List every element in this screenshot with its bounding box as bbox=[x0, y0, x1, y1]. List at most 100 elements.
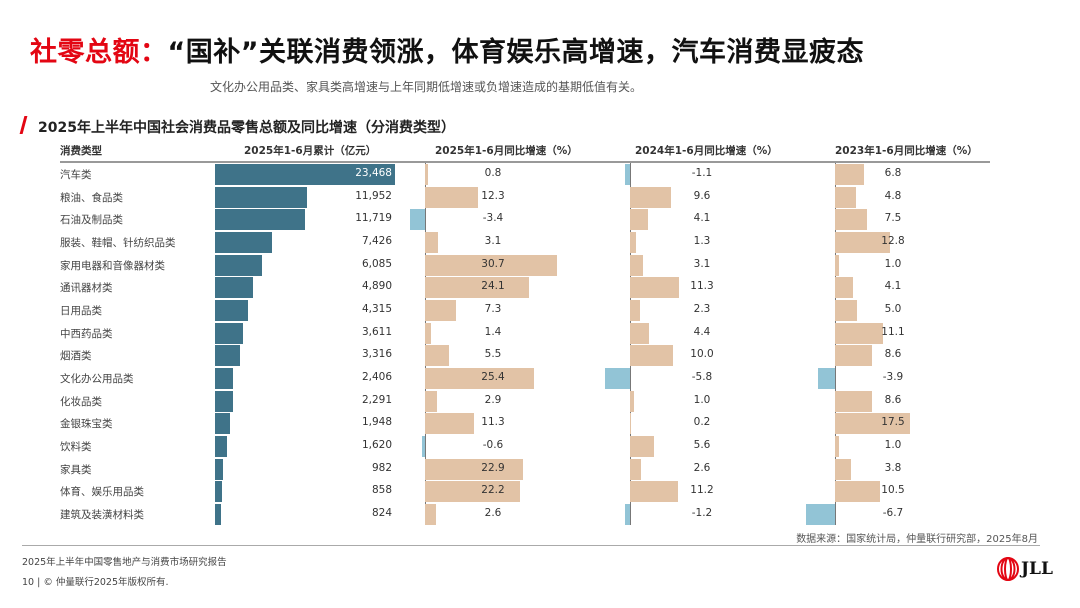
category-label: 中西药品类 bbox=[60, 327, 113, 340]
zero-axis-2 bbox=[630, 163, 631, 525]
header-category: 消费类型 bbox=[60, 145, 102, 157]
growth-value-2: 10.0 bbox=[690, 348, 714, 361]
growth-bar-1 bbox=[425, 368, 535, 390]
header-growth-2025: 2025年1-6月同比增速（%） bbox=[435, 145, 578, 157]
growth-bar-2 bbox=[630, 254, 644, 276]
growth-value-1: 7.3 bbox=[484, 303, 502, 316]
report-name: 2025年上半年中国零售地产与消费市场研究报告 bbox=[22, 557, 227, 568]
growth-bar-1 bbox=[422, 436, 425, 458]
growth-bar-2 bbox=[630, 458, 642, 480]
growth-bar-3 bbox=[835, 345, 872, 367]
growth-value-3: 10.5 bbox=[881, 484, 905, 497]
copyright: 10 | © 仲量联行2025年版权所有. bbox=[22, 577, 169, 588]
slide-subtitle: 文化办公用品类、家具类高增速与上年同期低增速或负增速造成的基期低值有关。 bbox=[210, 80, 643, 94]
total-value: 6,085 bbox=[361, 257, 392, 270]
category-label: 文化办公用品类 bbox=[60, 373, 134, 386]
growth-value-1: 0.8 bbox=[484, 167, 502, 179]
growth-bar-3 bbox=[835, 390, 872, 412]
jll-logo: JLL bbox=[997, 557, 1053, 581]
total-bar bbox=[215, 436, 228, 458]
growth-bar-2 bbox=[625, 164, 630, 185]
growth-value-1: 3.1 bbox=[484, 235, 502, 247]
growth-value-3: 7.5 bbox=[884, 212, 902, 225]
growth-value-2: 2.6 bbox=[693, 461, 711, 474]
growth-bar-3 bbox=[835, 300, 857, 322]
category-label: 饮料类 bbox=[60, 441, 92, 454]
growth-value-3: 4.8 bbox=[884, 189, 902, 202]
growth-value-2: 1.0 bbox=[693, 393, 711, 406]
growth-bar-3 bbox=[835, 413, 911, 435]
total-value: 1,620 bbox=[361, 439, 392, 452]
growth-value-2: 9.6 bbox=[693, 189, 711, 202]
growth-value-1: 11.3 bbox=[481, 416, 505, 429]
growth-bar-3 bbox=[835, 436, 840, 458]
growth-value-1: -3.4 bbox=[482, 212, 504, 225]
growth-value-3: 1.0 bbox=[884, 257, 902, 270]
growth-bar-3 bbox=[835, 232, 891, 253]
category-label: 体育、娱乐用品类 bbox=[60, 486, 144, 499]
growth-bar-2 bbox=[630, 209, 648, 231]
total-bar bbox=[215, 209, 305, 231]
category-label: 烟酒类 bbox=[60, 350, 92, 363]
growth-value-1: 5.5 bbox=[484, 348, 502, 361]
growth-value-1: 12.3 bbox=[481, 189, 505, 202]
category-label: 金银珠宝类 bbox=[60, 418, 113, 431]
growth-bar-2 bbox=[630, 390, 635, 412]
header-growth-2023: 2023年1-6月同比增速（%） bbox=[835, 145, 978, 157]
total-value: 824 bbox=[371, 507, 392, 520]
category-label: 石油及制品类 bbox=[60, 214, 123, 227]
growth-bar-1 bbox=[425, 322, 432, 344]
growth-value-2: -1.2 bbox=[691, 507, 713, 520]
growth-bar-1 bbox=[425, 345, 449, 367]
total-value: 11,719 bbox=[355, 212, 392, 225]
total-value: 2,406 bbox=[361, 371, 392, 384]
growth-value-1: 30.7 bbox=[481, 257, 505, 270]
total-value: 982 bbox=[371, 461, 392, 474]
total-value: 2,291 bbox=[361, 393, 392, 406]
growth-value-3: 11.1 bbox=[881, 325, 905, 338]
total-bar bbox=[215, 186, 307, 208]
growth-bar-1 bbox=[425, 277, 529, 299]
growth-bar-2 bbox=[630, 436, 655, 458]
title-accent: 社零总额： bbox=[30, 37, 168, 68]
growth-bar-2 bbox=[630, 300, 640, 322]
growth-value-3: 8.6 bbox=[884, 393, 902, 406]
growth-bar-1 bbox=[425, 413, 474, 435]
total-bar bbox=[215, 390, 233, 412]
growth-value-1: 24.1 bbox=[481, 280, 505, 293]
total-value: 11,952 bbox=[355, 189, 392, 202]
footer-divider bbox=[22, 545, 1040, 546]
growth-bar-1 bbox=[410, 209, 425, 231]
growth-bar-3 bbox=[835, 277, 853, 299]
growth-bar-1 bbox=[425, 232, 439, 253]
category-label: 家用电器和音像器材类 bbox=[60, 259, 165, 272]
total-value: 1,948 bbox=[361, 416, 392, 429]
total-value: 23,468 bbox=[355, 167, 392, 179]
growth-value-1: -0.6 bbox=[482, 439, 504, 452]
total-value: 7,426 bbox=[361, 235, 392, 247]
category-label: 粮油、食品类 bbox=[60, 191, 123, 204]
header-total: 2025年1-6月累计（亿元） bbox=[244, 145, 377, 157]
total-value: 3,611 bbox=[361, 325, 392, 338]
growth-value-2: 4.4 bbox=[693, 325, 711, 338]
total-bar bbox=[215, 254, 262, 276]
growth-value-3: 8.6 bbox=[884, 348, 902, 361]
growth-value-1: 22.9 bbox=[481, 461, 505, 474]
growth-bar-1 bbox=[425, 254, 557, 276]
growth-bar-1 bbox=[425, 390, 438, 412]
growth-value-3: -6.7 bbox=[882, 507, 904, 520]
growth-value-3: 17.5 bbox=[881, 416, 905, 429]
category-label: 通讯器材类 bbox=[60, 282, 113, 295]
growth-bar-3 bbox=[835, 254, 840, 276]
growth-bar-2 bbox=[624, 504, 630, 526]
category-label: 汽车类 bbox=[60, 169, 92, 181]
growth-bar-2 bbox=[630, 413, 631, 435]
category-label: 化妆品类 bbox=[60, 395, 102, 408]
growth-value-3: 4.1 bbox=[884, 280, 902, 293]
growth-bar-3 bbox=[835, 322, 883, 344]
chart-title: 2025年上半年中国社会消费品零售总额及同比增速（分消费类型） bbox=[38, 120, 455, 136]
growth-bar-2 bbox=[630, 481, 679, 503]
growth-bar-3 bbox=[835, 186, 856, 208]
total-bar bbox=[215, 277, 253, 299]
